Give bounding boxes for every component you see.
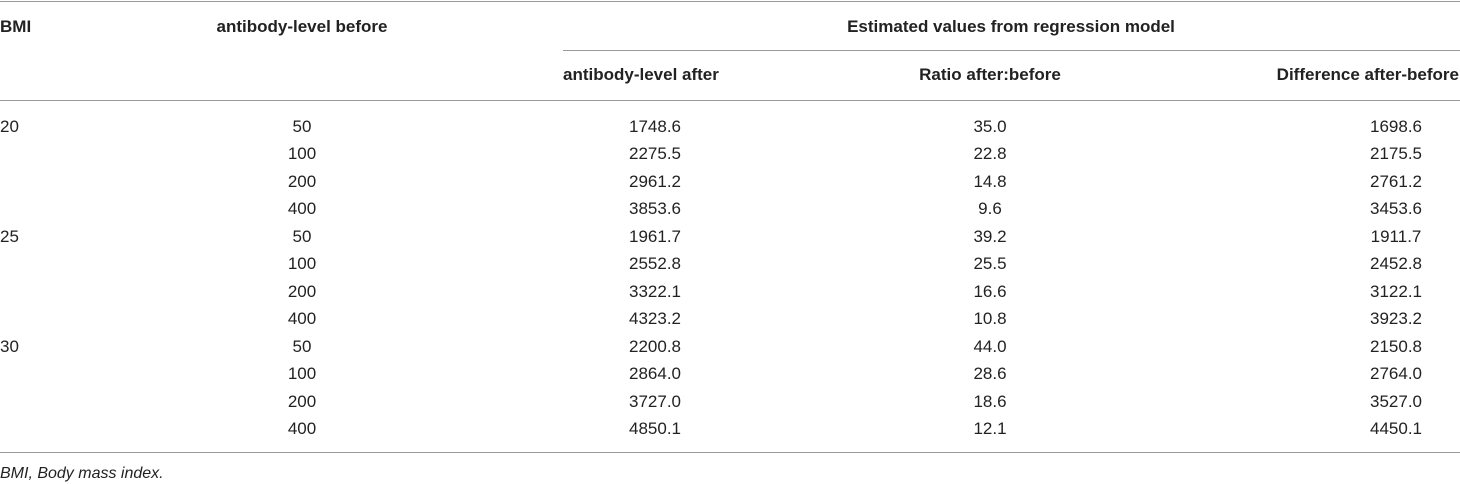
- bottom-rule: [0, 452, 1460, 453]
- table-cell: 50: [292, 336, 312, 356]
- span-rule: [563, 50, 1460, 51]
- table-cell: 25.5: [973, 254, 1007, 274]
- table-cell: 44.0: [973, 336, 1007, 356]
- table-cell: 1698.6: [1370, 117, 1422, 136]
- table-cell: 1748.6: [629, 117, 681, 136]
- table-cell: 12.1: [973, 418, 1007, 438]
- top-rule: [0, 1, 1460, 2]
- table-cell: 1911.7: [1370, 226, 1422, 246]
- table-cell: 3853.6: [629, 199, 681, 219]
- header-cell: antibody-level after: [563, 65, 719, 84]
- table-cell: 100: [287, 364, 317, 384]
- table-cell: 2150.8: [1370, 336, 1422, 356]
- table-cell: 100: [287, 144, 317, 164]
- table-cell: 200: [287, 391, 317, 411]
- table-cell: 20: [0, 117, 19, 136]
- table-cell: 1961.7: [629, 226, 681, 246]
- table-cell: 400: [287, 309, 317, 329]
- table-cell: 4323.2: [629, 309, 681, 329]
- table-cell: 22.8: [973, 144, 1007, 164]
- table-cell: 3923.2: [1370, 309, 1422, 329]
- table-cell: 3322.1: [629, 281, 681, 301]
- table-cell: 50: [292, 226, 312, 246]
- table-cell: 28.6: [973, 364, 1007, 384]
- table-cell: 35.0: [973, 117, 1007, 136]
- table-cell: 2552.8: [629, 254, 681, 274]
- table-cell: 100: [287, 254, 317, 274]
- header-cell: Estimated values from regression model: [847, 17, 1175, 36]
- header-cell: BMI: [0, 17, 32, 36]
- table-cell: 50: [292, 117, 312, 136]
- table-cell: 2761.2: [1370, 171, 1422, 191]
- table-cell: 2200.8: [629, 336, 681, 356]
- table-cell: 3453.6: [1370, 199, 1422, 219]
- table-cell: 400: [287, 199, 317, 219]
- table-cell: 25: [0, 226, 19, 246]
- table-cell: 14.8: [973, 171, 1007, 191]
- table-cell: 200: [287, 171, 317, 191]
- table-cell: 18.6: [973, 391, 1007, 411]
- table-cell: 3727.0: [629, 391, 681, 411]
- table-cell: 9.6: [978, 199, 1002, 219]
- header-cell: Difference after-before: [1276, 65, 1459, 84]
- header-rule: [0, 100, 1460, 101]
- table-cell: 30: [0, 336, 19, 356]
- table-cell: 10.8: [973, 309, 1007, 329]
- table-cell: 200: [287, 281, 317, 301]
- table-cell: 3527.0: [1370, 391, 1422, 411]
- footnote: BMI, Body mass index.: [0, 465, 164, 482]
- table-cell: 2275.5: [629, 144, 681, 164]
- table-cell: 39.2: [973, 226, 1007, 246]
- header-cell: antibody-level before: [216, 17, 388, 36]
- table-cell: 2452.8: [1370, 254, 1422, 274]
- table-cell: 2175.5: [1370, 144, 1422, 164]
- table-cell: 4450.1: [1370, 418, 1422, 438]
- table-cell: 400: [287, 418, 317, 438]
- header-cell: Ratio after:before: [919, 65, 1061, 84]
- table-cell: 4850.1: [629, 418, 681, 438]
- table-cell: 16.6: [973, 281, 1007, 301]
- table-cell: 2961.2: [629, 171, 681, 191]
- table-cell: 2864.0: [629, 364, 681, 384]
- table-cell: 3122.1: [1370, 281, 1422, 301]
- table-cell: 2764.0: [1370, 364, 1422, 384]
